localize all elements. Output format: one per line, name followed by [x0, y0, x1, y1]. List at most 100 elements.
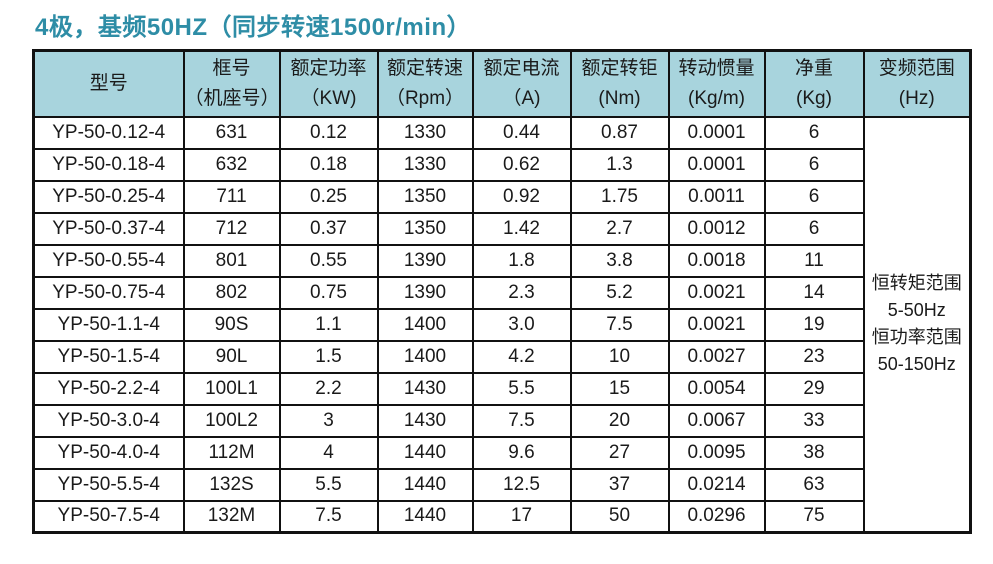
- value-cell: 17: [471, 499, 572, 534]
- table-body: YP-50-0.12-4 631 0.12 1330 0.44 0.87 0.0001 6 恒转…: [32, 115, 972, 534]
- header-unit: (Kg): [796, 87, 832, 109]
- header-unit: （KW): [300, 87, 357, 109]
- value-cell: 0.25: [278, 179, 379, 214]
- value-cell: 132S: [182, 467, 281, 502]
- value-cell: 802: [182, 275, 281, 310]
- table-row: YP-50-2.2-4 100L1 2.2 1430 5.5 15 0.0054 29: [32, 371, 971, 406]
- table-row: YP-50-3.0-4 100L2 3 1430 7.5 20 0.0067 33: [32, 403, 971, 438]
- value-cell: 75: [763, 499, 865, 534]
- value-cell: 0.0011: [667, 179, 766, 214]
- frequency-range-line: 恒功率范围: [871, 327, 962, 348]
- header-row: 型号 框号 （机座号） 额定功率 （KW) 额定转速 （Rpm） 额定电流: [32, 49, 972, 118]
- model-cell: YP-50-0.75-4: [32, 275, 185, 310]
- value-cell: 9.6: [471, 435, 572, 470]
- table-row: YP-50-1.1-4 90S 1.1 1400 3.0 7.5 0.0021 19: [32, 307, 971, 342]
- value-cell: 1400: [376, 339, 474, 374]
- value-cell: 0.0067: [667, 403, 766, 438]
- value-cell: 5.2: [569, 275, 670, 310]
- model-cell: YP-50-7.5-4: [32, 499, 185, 534]
- value-cell: 112M: [182, 435, 281, 470]
- model-cell: YP-50-4.0-4: [32, 435, 185, 470]
- frequency-range-line: 5-50Hz: [887, 300, 946, 321]
- value-cell: 1.5: [278, 339, 379, 374]
- value-cell: 0.0012: [667, 211, 766, 246]
- header-rated-speed: 额定转速 （Rpm）: [376, 49, 474, 118]
- value-cell: 0.0214: [667, 467, 766, 502]
- value-cell: 0.0095: [667, 435, 766, 470]
- header-unit: (Nm): [598, 87, 641, 109]
- header-net-weight: 净重 (Kg): [763, 49, 865, 118]
- table-row: YP-50-0.12-4 631 0.12 1330 0.44 0.87 0.0001 6 恒转…: [32, 115, 972, 534]
- frequency-range-line: 恒转矩范围: [871, 273, 962, 294]
- value-cell: 0.18: [278, 147, 379, 182]
- value-cell: 15: [569, 371, 670, 406]
- value-cell: 5.5: [471, 371, 572, 406]
- value-cell: 1.75: [569, 179, 670, 214]
- value-cell: 50: [569, 499, 670, 534]
- value-cell: 0.0001: [667, 115, 766, 150]
- value-cell: 1.3: [569, 147, 670, 182]
- page-title: 4极，基频50HZ（同步转速1500r/min）: [35, 14, 472, 41]
- value-cell: 132M: [182, 499, 281, 534]
- model-cell: YP-50-0.55-4: [32, 243, 185, 278]
- value-cell: 1.42: [471, 211, 572, 246]
- value-cell: 0.0296: [667, 499, 766, 534]
- model-cell: YP-50-0.37-4: [32, 211, 185, 246]
- value-cell: 1440: [376, 499, 474, 534]
- value-cell: 631: [182, 115, 281, 150]
- header-rated-power: 额定功率 （KW): [278, 49, 379, 118]
- value-cell: 1390: [376, 275, 474, 310]
- header-label: 框号: [212, 58, 251, 80]
- value-cell: 4: [278, 435, 379, 470]
- value-cell: 63: [763, 467, 865, 502]
- frequency-range-line: 50-150Hz: [877, 354, 956, 375]
- value-cell: 1330: [376, 115, 474, 150]
- value-cell: 0.0027: [667, 339, 766, 374]
- header-label: 额定功率: [290, 58, 367, 80]
- value-cell: 12.5: [471, 467, 572, 502]
- model-cell: YP-50-2.2-4: [32, 371, 185, 406]
- table-row: YP-50-0.75-4 802 0.75 1390 2.3 5.2 0.0021 14: [32, 275, 971, 310]
- value-cell: 10: [569, 339, 670, 374]
- motor-spec-table: 型号 框号 （机座号） 额定功率 （KW) 额定转速 （Rpm） 额定电流: [32, 49, 972, 534]
- value-cell: 0.75: [278, 275, 379, 310]
- header-label: 净重: [794, 58, 833, 80]
- value-cell: 7.5: [569, 307, 670, 342]
- header-unit: （A): [502, 87, 541, 109]
- value-cell: 0.0021: [667, 275, 766, 310]
- value-cell: 3: [278, 403, 379, 438]
- value-cell: 14: [763, 275, 865, 310]
- value-cell: 0.37: [278, 211, 379, 246]
- value-cell: 6: [763, 211, 865, 246]
- table-header: 型号 框号 （机座号） 额定功率 （KW) 额定转速 （Rpm） 额定电流: [32, 49, 972, 118]
- value-cell: 100L2: [182, 403, 281, 438]
- header-unit: (Hz): [898, 87, 935, 109]
- value-cell: 0.87: [569, 115, 670, 150]
- value-cell: 90S: [182, 307, 281, 342]
- value-cell: 1.1: [278, 307, 379, 342]
- header-model: 型号: [32, 49, 185, 118]
- value-cell: 632: [182, 147, 281, 182]
- value-cell: 0.0021: [667, 307, 766, 342]
- value-cell: 7.5: [278, 499, 379, 534]
- model-cell: YP-50-5.5-4: [32, 467, 185, 502]
- table-row: YP-50-0.37-4 712 0.37 1350 1.42 2.7 0.0012 6: [32, 211, 971, 246]
- table-row: YP-50-7.5-4 132M 7.5 1440 17 50 0.0296 75: [32, 499, 971, 534]
- table-row: YP-50-0.18-4 632 0.18 1330 0.62 1.3 0.0001 6: [32, 147, 971, 182]
- frequency-range-cell: 恒转矩范围 5-50Hz 恒功率范围 50-150Hz: [862, 115, 972, 534]
- model-cell: YP-50-1.5-4: [32, 339, 185, 374]
- model-cell: YP-50-0.12-4: [32, 115, 185, 150]
- value-cell: 6: [763, 147, 865, 182]
- header-rated-torque: 额定转钜 (Nm): [569, 49, 670, 118]
- value-cell: 100L1: [182, 371, 281, 406]
- header-rated-current: 额定电流 （A): [471, 49, 572, 118]
- table-row: YP-50-0.55-4 801 0.55 1390 1.8 3.8 0.0018 11: [32, 243, 971, 278]
- value-cell: 6: [763, 179, 865, 214]
- value-cell: 1440: [376, 435, 474, 470]
- value-cell: 0.55: [278, 243, 379, 278]
- value-cell: 0.62: [471, 147, 572, 182]
- model-cell: YP-50-0.18-4: [32, 147, 185, 182]
- header-label: 额定电流: [483, 58, 560, 80]
- value-cell: 0.92: [471, 179, 572, 214]
- header-frame: 框号 （机座号）: [182, 49, 281, 118]
